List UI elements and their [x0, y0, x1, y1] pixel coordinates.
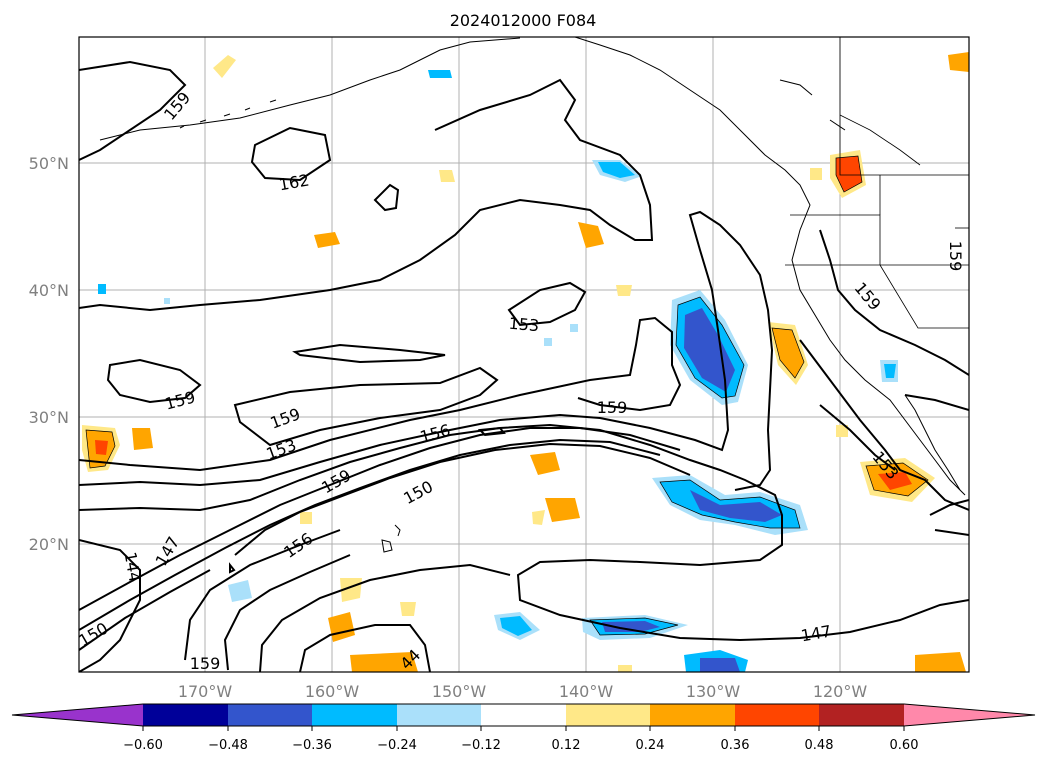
- lat-label: 30°N: [29, 408, 69, 427]
- lon-label: 130°W: [686, 682, 741, 701]
- colorbar-tick-label: 0.24: [636, 738, 665, 753]
- colorbar-tick-label: 0.48: [805, 738, 834, 753]
- contour-label: 159: [946, 241, 965, 272]
- longitude-labels: 170°W 160°W 150°W 140°W 130°W 120°W: [178, 682, 868, 701]
- lat-label: 50°N: [29, 154, 69, 173]
- colorbar-extend-max: [904, 704, 1035, 726]
- colorbar-tick-label: −0.48: [208, 738, 248, 753]
- colorbar-segment: [650, 704, 735, 726]
- colorbar-segment: [566, 704, 650, 726]
- negative-anomaly-patches: [98, 70, 898, 672]
- latitude-labels: 50°N 40°N 30°N 20°N: [29, 154, 69, 554]
- colorbar-tick-label: −0.12: [461, 738, 501, 753]
- lon-label: 150°W: [432, 682, 487, 701]
- state-borders: [785, 37, 969, 329]
- colorbar-tick-label: 0.12: [552, 738, 581, 753]
- lon-label: 120°W: [813, 682, 868, 701]
- colorbar-segment: [397, 704, 481, 726]
- anomaly-outline-contours: [85, 155, 929, 636]
- colorbar-tick-label: −0.36: [292, 738, 332, 753]
- map-title: 2024012000 F084: [450, 11, 597, 30]
- contour-lines: [79, 60, 969, 672]
- colorbar-extend-min: [12, 704, 143, 726]
- colorbar-segment: [143, 704, 228, 726]
- contour-label: 159: [190, 654, 221, 673]
- colorbar-segment: [735, 704, 819, 726]
- colorbar-ticks: [142, 726, 905, 731]
- lon-label: 170°W: [178, 682, 233, 701]
- colorbar-segment: [312, 704, 397, 726]
- lat-label: 20°N: [29, 535, 69, 554]
- colorbar-tick-label: 0.60: [890, 738, 919, 753]
- map-frame: [78, 36, 970, 673]
- colorbar-segment: [481, 704, 566, 726]
- contour-label: 153: [508, 314, 540, 336]
- colorbar-tick-label: −0.60: [123, 738, 163, 753]
- colorbar-tick-label: 0.36: [721, 738, 750, 753]
- lat-label: 40°N: [29, 281, 69, 300]
- colorbar: −0.60 −0.48 −0.36 −0.24 −0.12 0.12 0.24 …: [11, 703, 1036, 753]
- colorbar-segment: [228, 704, 312, 726]
- contour-label: 159: [597, 398, 628, 417]
- coastlines: [99, 37, 966, 553]
- map-area: [79, 37, 969, 672]
- colorbar-segment: [819, 704, 904, 726]
- colorbar-tick-label: −0.24: [377, 738, 417, 753]
- lon-label: 140°W: [559, 682, 614, 701]
- lon-label: 160°W: [305, 682, 360, 701]
